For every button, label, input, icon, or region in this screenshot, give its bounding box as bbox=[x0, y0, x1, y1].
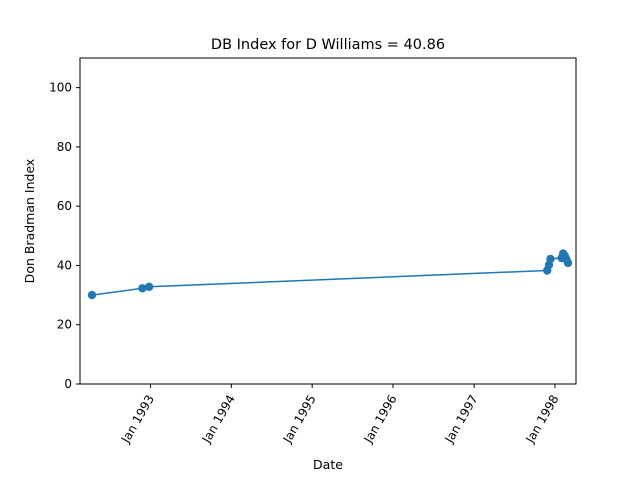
data-point-1 bbox=[87, 290, 97, 300]
data-point-3 bbox=[144, 282, 154, 291]
y-tick-label-60: 60 bbox=[57, 199, 72, 213]
y-tick-label-0: 0 bbox=[64, 377, 72, 391]
y-tick-label-20: 20 bbox=[57, 318, 72, 332]
chart-title: DB Index for D Williams = 40.86 bbox=[211, 37, 445, 53]
data-point-11 bbox=[563, 258, 573, 268]
x-axis-label: Date bbox=[313, 457, 343, 472]
y-tick-label-100: 100 bbox=[49, 81, 72, 95]
y-tick-label-40: 40 bbox=[57, 258, 72, 272]
data-point-2 bbox=[138, 284, 147, 293]
y-axis-label: Don Bradman Index bbox=[22, 159, 37, 284]
plot-frame bbox=[79, 57, 577, 385]
y-tick-label-80: 80 bbox=[57, 140, 72, 154]
data-point-6 bbox=[546, 254, 555, 264]
